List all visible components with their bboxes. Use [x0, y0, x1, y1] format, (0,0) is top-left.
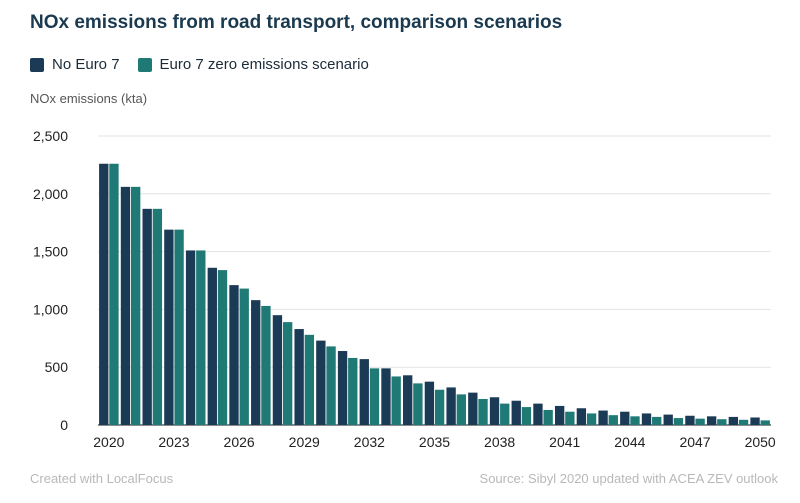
bar-no-euro7-2025[interactable] [207, 267, 217, 425]
bar-no-euro7-2028[interactable] [272, 315, 283, 425]
bar-euro7-zero-2028[interactable] [282, 322, 293, 425]
x-tick-label: 2029 [289, 434, 320, 450]
bar-no-euro7-2034[interactable] [403, 375, 413, 425]
bar-no-euro7-2030[interactable] [316, 340, 326, 425]
y-tick-label: 2,500 [33, 128, 68, 144]
bar-no-euro7-2027[interactable] [251, 300, 261, 425]
bar-euro7-zero-2020[interactable] [109, 163, 119, 426]
bar-euro7-zero-2026[interactable] [239, 288, 249, 425]
bar-no-euro7-2041[interactable] [554, 405, 565, 425]
bar-no-euro7-2050[interactable] [750, 417, 760, 425]
bar-no-euro7-2049[interactable] [728, 416, 739, 425]
bar-euro7-zero-2021[interactable] [131, 186, 141, 425]
bar-no-euro7-2024[interactable] [185, 250, 196, 425]
y-axis-label: NOx emissions (kta) [30, 91, 148, 106]
y-tick-label: 1,000 [33, 301, 68, 317]
bar-no-euro7-2033[interactable] [381, 368, 391, 425]
bar-euro7-zero-2043[interactable] [608, 415, 618, 425]
x-tick-label: 2044 [614, 434, 645, 450]
y-tick-label: 500 [45, 359, 69, 375]
x-tick-label: 2038 [484, 434, 515, 450]
bar-euro7-zero-2042[interactable] [586, 413, 597, 425]
bar-euro7-zero-2022[interactable] [152, 208, 163, 425]
source-text: Source: Sibyl 2020 updated with ACEA ZEV… [479, 471, 778, 486]
bar-euro7-zero-2037[interactable] [478, 398, 488, 425]
bar-euro7-zero-2035[interactable] [434, 389, 445, 425]
bar-no-euro7-2043[interactable] [598, 410, 608, 425]
bar-no-euro7-2036[interactable] [446, 387, 456, 425]
legend-swatch-euro7-zero [137, 57, 152, 72]
bar-no-euro7-2026[interactable] [229, 285, 239, 425]
bar-no-euro7-2047[interactable] [685, 415, 695, 425]
legend-item-euro7-zero: Euro 7 zero emissions scenario [137, 56, 369, 73]
bar-no-euro7-2023[interactable] [164, 229, 174, 425]
legend: No Euro 7 Euro 7 zero emissions scenario [30, 56, 387, 73]
bar-no-euro7-2048[interactable] [706, 416, 717, 425]
bar-no-euro7-2037[interactable] [468, 392, 478, 425]
x-tick-label: 2032 [354, 434, 385, 450]
bar-euro7-zero-2023[interactable] [174, 229, 184, 425]
bar-euro7-zero-2031[interactable] [348, 357, 358, 425]
bar-no-euro7-2032[interactable] [359, 359, 369, 425]
bar-euro7-zero-2036[interactable] [456, 394, 466, 425]
bar-no-euro7-2038[interactable] [489, 397, 500, 425]
bar-euro7-zero-2029[interactable] [304, 334, 315, 425]
bar-euro7-zero-2025[interactable] [217, 270, 228, 425]
x-tick-label: 2026 [224, 434, 255, 450]
bar-no-euro7-2045[interactable] [641, 413, 652, 425]
bar-euro7-zero-2033[interactable] [391, 376, 401, 425]
bar-euro7-zero-2040[interactable] [543, 409, 553, 425]
bar-euro7-zero-2041[interactable] [565, 411, 575, 425]
y-tick-label: 1,500 [33, 244, 68, 260]
y-tick-label: 2,000 [33, 186, 68, 202]
bar-euro7-zero-2024[interactable] [196, 250, 206, 425]
x-tick-label: 2020 [93, 434, 124, 450]
bar-euro7-zero-2038[interactable] [500, 403, 510, 425]
bar-no-euro7-2022[interactable] [142, 208, 152, 425]
x-tick-label: 2050 [745, 434, 776, 450]
legend-swatch-no-euro7 [30, 57, 44, 72]
bar-no-euro7-2044[interactable] [620, 411, 630, 425]
bar-euro7-zero-2047[interactable] [695, 418, 705, 425]
bar-euro7-zero-2039[interactable] [521, 407, 532, 425]
legend-label-euro7-zero: Euro 7 zero emissions scenario [159, 56, 369, 73]
y-tick-label: 0 [60, 417, 68, 433]
x-tick-label: 2041 [549, 434, 580, 450]
legend-label-no-euro7: No Euro 7 [52, 56, 120, 73]
credit-text: Created with LocalFocus [30, 471, 174, 486]
bar-no-euro7-2035[interactable] [424, 381, 435, 425]
bar-no-euro7-2029[interactable] [294, 329, 304, 425]
bar-no-euro7-2046[interactable] [663, 414, 673, 425]
x-tick-label: 2023 [158, 434, 189, 450]
bar-euro7-zero-2032[interactable] [369, 368, 380, 425]
bar-euro7-zero-2049[interactable] [738, 419, 749, 425]
bar-euro7-zero-2030[interactable] [326, 346, 336, 425]
bar-no-euro7-2031[interactable] [337, 351, 348, 425]
bar-no-euro7-2040[interactable] [533, 403, 543, 425]
bar-euro7-zero-2048[interactable] [717, 419, 727, 425]
bar-no-euro7-2039[interactable] [511, 400, 521, 425]
legend-item-no-euro7: No Euro 7 [30, 56, 120, 73]
x-tick-label: 2047 [679, 434, 710, 450]
bar-euro7-zero-2045[interactable] [652, 416, 662, 425]
bar-no-euro7-2021[interactable] [120, 186, 131, 425]
bar-no-euro7-2020[interactable] [99, 163, 109, 426]
x-tick-label: 2035 [419, 434, 450, 450]
bar-euro7-zero-2050[interactable] [760, 420, 770, 425]
bar-euro7-zero-2046[interactable] [673, 418, 684, 425]
bar-euro7-zero-2044[interactable] [630, 416, 640, 425]
bar-euro7-zero-2027[interactable] [261, 305, 271, 425]
bar-no-euro7-2042[interactable] [576, 408, 587, 425]
bar-euro7-zero-2034[interactable] [413, 383, 423, 425]
chart-title: NOx emissions from road transport, compa… [30, 12, 563, 33]
